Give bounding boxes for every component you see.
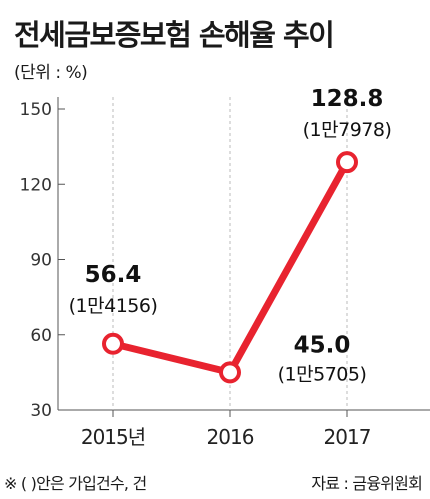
- x-tick-label: 2016: [207, 425, 254, 449]
- chart-title: 전세금보증보험 손해율 추이: [14, 18, 335, 52]
- data-point: [336, 151, 358, 174]
- data-label-value: 56.4: [85, 262, 142, 288]
- data-label-count: (1만4156): [69, 295, 158, 317]
- footnote: ※ ( )안은 가입건수, 건: [4, 474, 147, 493]
- data-point: [102, 332, 124, 355]
- unit-label: (단위 : %): [14, 63, 88, 83]
- source-note: 자료 : 금융위원회: [311, 474, 422, 493]
- y-tick-label: 60: [30, 326, 52, 346]
- data-label-value: 128.8: [311, 86, 384, 112]
- y-tick-label: 150: [20, 100, 52, 120]
- y-tick-label: 90: [30, 251, 52, 271]
- x-tick-label: 2015년: [81, 425, 145, 449]
- x-tick-label: 2017: [324, 425, 371, 449]
- y-tick-label: 30: [30, 401, 52, 421]
- data-label-count: (1만7978): [303, 119, 392, 141]
- data-label-count: (1만5705): [278, 363, 367, 385]
- line-chart: 30 60 90 120 150 2015년 2016 2017 56.4 (1만4156) 45.…: [20, 86, 430, 449]
- y-tick-label: 120: [20, 175, 52, 195]
- data-label-value: 45.0: [294, 332, 351, 358]
- data-point: [219, 361, 241, 384]
